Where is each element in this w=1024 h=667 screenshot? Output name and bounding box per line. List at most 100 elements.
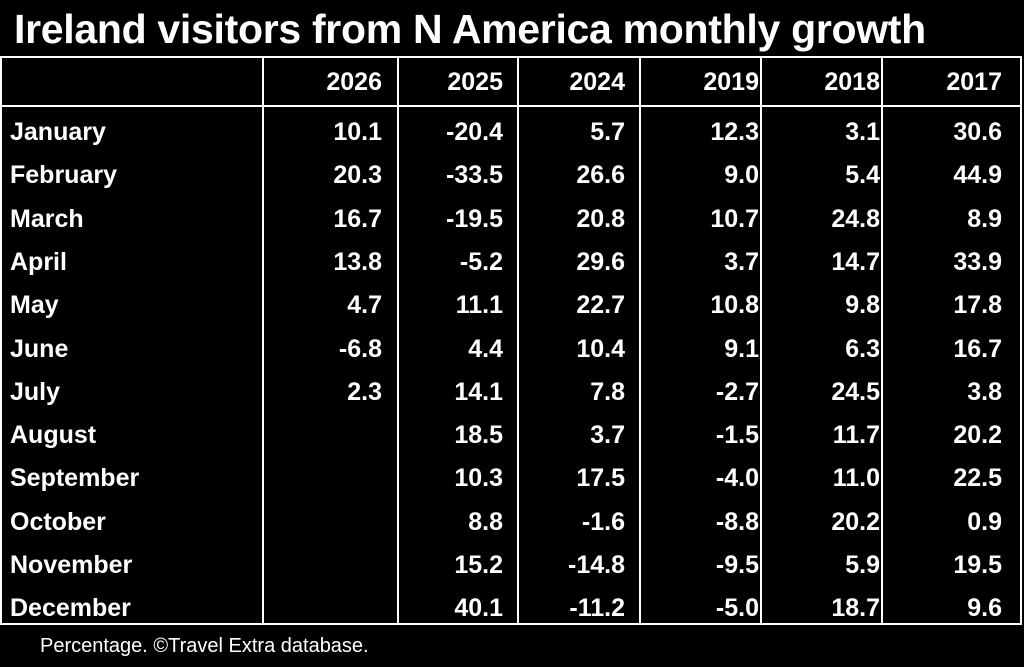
table-cell xyxy=(272,545,382,585)
table-cell: 20.8 xyxy=(576,205,625,233)
table-cell: 24.5 xyxy=(831,378,880,406)
column-divider xyxy=(639,58,641,623)
row-label: May xyxy=(10,291,59,319)
table-cell: 11.7 xyxy=(832,421,880,449)
table-cell: -2.7 xyxy=(715,378,759,406)
table-cell: 3.7 xyxy=(590,421,625,449)
table-cell: 20.2 xyxy=(831,508,880,536)
table-cell: 8.9 xyxy=(967,205,1002,233)
table-cell: 13.8 xyxy=(333,248,382,276)
table-cell: 15.2 xyxy=(454,551,503,579)
table-cell: 19.5 xyxy=(953,551,1002,579)
table-cell: -5.0 xyxy=(715,594,759,622)
table-cell: 8.8 xyxy=(468,508,503,536)
row-label: December xyxy=(10,594,131,622)
table-cell: 12.3 xyxy=(710,118,759,146)
table-cell: 5.9 xyxy=(845,551,880,579)
table-cell: 3.1 xyxy=(845,118,880,146)
column-header: 2018 xyxy=(824,68,880,96)
table-cell: 9.8 xyxy=(845,291,880,319)
table-cell: -4.0 xyxy=(715,464,759,492)
table-cell: 3.7 xyxy=(724,248,759,276)
table-cell: 10.7 xyxy=(710,205,759,233)
table-cell: 26.6 xyxy=(576,161,625,189)
column-header: 2024 xyxy=(569,68,625,96)
table-cell: 20.3 xyxy=(333,161,382,189)
table-cell: 0.9 xyxy=(967,508,1002,536)
column-header: 2025 xyxy=(447,68,503,96)
table-cell: 14.7 xyxy=(831,248,880,276)
chart-title: Ireland visitors from N America monthly … xyxy=(14,6,926,52)
table-cell: -5.2 xyxy=(459,248,503,276)
table-cell: 18.7 xyxy=(831,594,880,622)
table-cell xyxy=(272,588,382,628)
table-cell: 30.6 xyxy=(953,118,1002,146)
column-divider xyxy=(397,58,399,623)
table-cell: -8.8 xyxy=(715,508,759,536)
table-cell: 22.5 xyxy=(953,464,1002,492)
column-divider xyxy=(881,58,883,623)
table-cell xyxy=(272,502,382,542)
column-header: 2019 xyxy=(703,68,759,96)
table-cell: 33.9 xyxy=(953,248,1002,276)
row-label: August xyxy=(10,421,97,449)
table-cell: 22.7 xyxy=(576,291,625,319)
row-label: July xyxy=(10,378,61,406)
footnote: Percentage. ©Travel Extra database. xyxy=(40,635,369,657)
table-cell xyxy=(272,415,382,455)
table-cell: 40.1 xyxy=(454,594,503,622)
table-cell: 17.8 xyxy=(953,291,1002,319)
table-cell: 9.6 xyxy=(967,594,1002,622)
table-cell: 5.7 xyxy=(590,118,625,146)
column-divider xyxy=(760,58,762,623)
table-cell: 5.4 xyxy=(845,161,880,189)
table-cell: 24.8 xyxy=(831,205,880,233)
column-header: 2017 xyxy=(946,68,1002,96)
table-cell: 29.6 xyxy=(576,248,625,276)
row-label: March xyxy=(10,205,84,233)
table-cell: -11.2 xyxy=(569,594,625,622)
table-cell: 18.5 xyxy=(454,421,503,449)
table-cell: -14.8 xyxy=(568,551,625,579)
table-cell: -1.6 xyxy=(581,508,625,536)
table-cell: 16.7 xyxy=(333,205,382,233)
table-cell: 6.3 xyxy=(845,335,880,363)
row-label: January xyxy=(10,118,106,146)
table-cell: 9.0 xyxy=(724,161,759,189)
table-cell: -9.5 xyxy=(715,551,759,579)
row-label: November xyxy=(10,551,133,579)
table-cell: 4.4 xyxy=(468,335,503,363)
data-table: 2026 2025 2024 2019 2018 2017 January 10.1 -20.4… xyxy=(0,56,1022,625)
row-label: June xyxy=(10,335,69,363)
table-cell: 44.9 xyxy=(953,161,1002,189)
row-label: February xyxy=(10,161,117,189)
table-cell: 10.3 xyxy=(454,464,503,492)
table-cell: 11.1 xyxy=(455,291,503,319)
table-cell: 20.2 xyxy=(953,421,1002,449)
table-cell: -20.4 xyxy=(446,118,503,146)
table-cell: 4.7 xyxy=(347,291,382,319)
table-cell: 11.0 xyxy=(832,464,880,492)
table-cell: 16.7 xyxy=(953,335,1002,363)
row-label: October xyxy=(10,508,106,536)
table-cell: 14.1 xyxy=(454,378,503,406)
table-cell: 10.1 xyxy=(333,118,382,146)
table-cell: -33.5 xyxy=(446,161,503,189)
table-cell: 17.5 xyxy=(576,464,625,492)
row-label: April xyxy=(10,248,67,276)
header-divider xyxy=(2,105,1020,107)
table-cell xyxy=(272,458,382,498)
table-cell: -1.5 xyxy=(715,421,759,449)
table-cell: 10.8 xyxy=(710,291,759,319)
table-cell: 7.8 xyxy=(590,378,625,406)
table-cell: 3.8 xyxy=(967,378,1002,406)
column-divider xyxy=(517,58,519,623)
table-cell: 9.1 xyxy=(724,335,759,363)
table-cell: 2.3 xyxy=(347,378,382,406)
table-cell: 10.4 xyxy=(576,335,625,363)
column-header: 2026 xyxy=(326,68,382,96)
table-cell: -19.5 xyxy=(446,205,503,233)
table-cell: -6.8 xyxy=(338,335,382,363)
column-divider xyxy=(262,58,264,623)
row-label: September xyxy=(10,464,140,492)
